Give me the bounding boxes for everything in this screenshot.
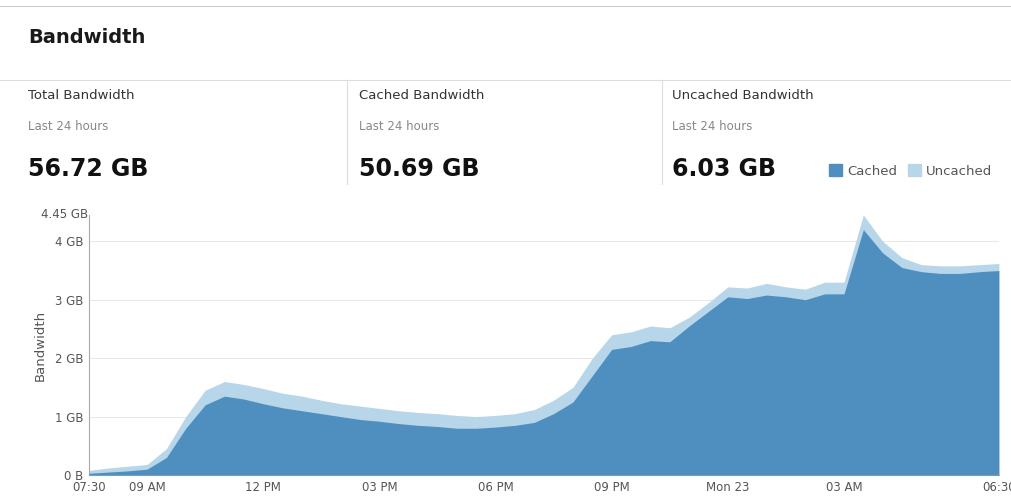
Text: 56.72 GB: 56.72 GB [28, 157, 149, 181]
Text: Last 24 hours: Last 24 hours [28, 120, 109, 133]
Text: 50.69 GB: 50.69 GB [359, 157, 479, 181]
Legend: Cached, Uncached: Cached, Uncached [829, 164, 992, 178]
Text: 6.03 GB: 6.03 GB [672, 157, 776, 181]
Y-axis label: Bandwidth: Bandwidth [33, 310, 47, 380]
Text: Last 24 hours: Last 24 hours [672, 120, 753, 133]
Text: 4.45 GB: 4.45 GB [40, 208, 88, 222]
Text: Bandwidth: Bandwidth [28, 28, 146, 47]
Text: Last 24 hours: Last 24 hours [359, 120, 440, 133]
Text: Uncached Bandwidth: Uncached Bandwidth [672, 89, 814, 102]
Text: Total Bandwidth: Total Bandwidth [28, 89, 134, 102]
Text: Cached Bandwidth: Cached Bandwidth [359, 89, 484, 102]
